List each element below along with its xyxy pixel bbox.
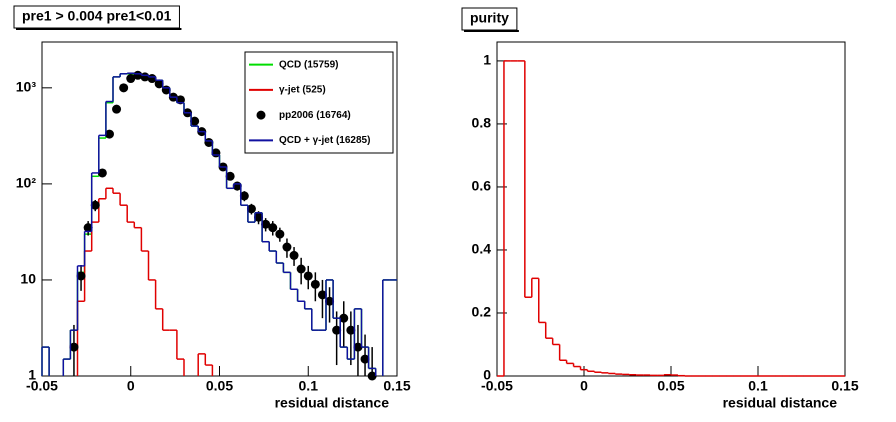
- x-axis-label: residual distance: [723, 395, 838, 411]
- legend-label: QCD (15759): [279, 59, 338, 70]
- y-tick-label: 0.2: [472, 304, 492, 320]
- legend-label: γ-jet (525): [279, 85, 326, 96]
- data-point: [126, 74, 136, 84]
- data-point: [261, 219, 271, 229]
- x-tick-label: 0.15: [831, 378, 858, 394]
- data-point: [97, 168, 107, 178]
- chart-title: pre1 > 0.004 pre1<0.01: [22, 8, 172, 24]
- data-point: [225, 171, 235, 181]
- x-tick-label: -0.05: [481, 378, 513, 394]
- y-tick-label: 10: [20, 271, 36, 287]
- data-point: [239, 191, 249, 201]
- data-point: [119, 83, 129, 93]
- data-point: [254, 212, 264, 222]
- legend-label: pp2006 (16764): [279, 110, 351, 121]
- data-point: [104, 129, 114, 139]
- plot-frame: [496, 41, 846, 377]
- x-tick-label: 0.15: [383, 378, 410, 394]
- data-point: [282, 242, 292, 252]
- data-point: [154, 79, 164, 89]
- y-tick-label: 0.4: [472, 241, 492, 257]
- data-point: [346, 325, 356, 335]
- data-point: [76, 271, 86, 281]
- chart-title: purity: [470, 10, 509, 26]
- x-tick-label: -0.05: [26, 378, 58, 394]
- y-tick-label: 1: [28, 367, 36, 383]
- y-tick-label: 10³: [16, 79, 37, 95]
- legend-box: [244, 51, 394, 154]
- x-tick-label: 0.05: [206, 378, 233, 394]
- data-point: [303, 271, 313, 281]
- data-point: [112, 104, 122, 114]
- data-point: [332, 325, 342, 335]
- x-tick-label: 0.1: [748, 378, 768, 394]
- data-point: [317, 290, 327, 300]
- x-tick-label: 0.05: [657, 378, 684, 394]
- x-axis-label: residual distance: [275, 395, 390, 411]
- data-point: [325, 296, 335, 306]
- x-tick-label: 0: [127, 378, 135, 394]
- y-tick-label: 0.6: [472, 178, 492, 194]
- y-tick-label: 0: [483, 367, 491, 383]
- data-point: [69, 342, 79, 352]
- step-connector: [76, 188, 214, 376]
- data-point: [353, 342, 363, 352]
- legend-label: QCD + γ-jet (16285): [279, 135, 370, 146]
- data-point: [339, 313, 349, 323]
- data-point: [246, 204, 256, 214]
- data-point: [360, 354, 370, 364]
- y-tick-label: 0.8: [472, 115, 492, 131]
- y-tick-label: 1: [483, 52, 491, 68]
- legend-marker: [256, 110, 266, 120]
- x-tick-label: 0: [580, 378, 588, 394]
- data-point: [289, 250, 299, 260]
- x-tick-label: 0.1: [299, 378, 319, 394]
- data-point: [275, 229, 285, 239]
- data-point: [367, 371, 377, 381]
- data-point: [90, 200, 100, 210]
- data-point: [296, 264, 306, 274]
- data-point: [83, 223, 93, 233]
- data-point: [310, 279, 320, 289]
- data-point: [190, 116, 200, 126]
- y-tick-label: 10²: [16, 175, 37, 191]
- step-connector: [41, 73, 384, 376]
- data-point: [268, 223, 278, 233]
